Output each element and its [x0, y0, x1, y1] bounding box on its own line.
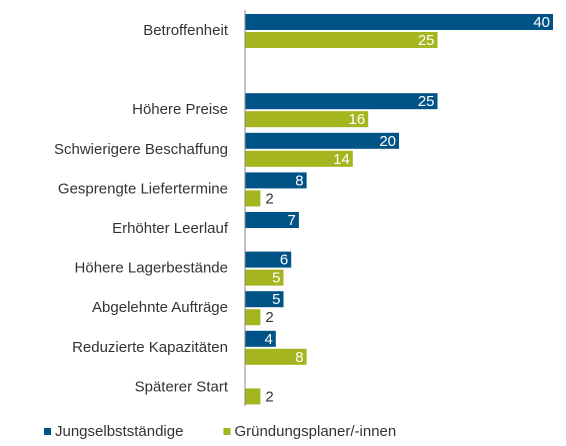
value-label: 40 [533, 14, 550, 31]
legend-swatch [44, 428, 51, 435]
value-label: 8 [295, 349, 303, 366]
value-label: 25 [418, 32, 435, 49]
category-label: Erhöhter Leerlauf [112, 220, 229, 237]
value-label: 5 [272, 270, 280, 287]
bar [245, 150, 353, 167]
category-label: Höhere Preise [132, 101, 228, 118]
legend-label: Gründungsplaner/-innen [234, 423, 396, 440]
value-label: 2 [265, 190, 273, 207]
value-label: 6 [280, 252, 288, 269]
bar [245, 14, 553, 30]
bar [245, 269, 284, 286]
category-label: Späterer Start [135, 378, 229, 395]
category-label: Schwierigere Beschaffung [54, 141, 228, 158]
legend-swatch [223, 428, 231, 435]
value-label: 2 [265, 388, 273, 405]
bar [245, 388, 261, 405]
value-label: 14 [333, 151, 350, 168]
bar [245, 93, 438, 110]
value-label: 20 [379, 133, 396, 150]
category-label: Gesprengte Liefertermine [58, 180, 228, 197]
bar [245, 291, 284, 308]
bar [245, 111, 369, 128]
category-label: Reduzierte Kapazitäten [72, 339, 228, 356]
value-label: 8 [295, 172, 303, 189]
value-label: 16 [349, 111, 366, 128]
value-label: 2 [265, 309, 273, 326]
value-label: 25 [418, 93, 435, 110]
bar [245, 251, 292, 268]
legend-label: Jungselbstständige [55, 423, 183, 440]
category-label: Höhere Lagerbestände [75, 260, 228, 277]
bar [245, 309, 261, 326]
bar [245, 330, 276, 347]
value-label: 7 [288, 212, 296, 229]
category-label: Betroffenheit [143, 22, 229, 39]
bar [245, 132, 399, 149]
category-label: Abgelehnte Aufträge [92, 299, 228, 316]
value-label: 5 [272, 291, 280, 308]
value-label: 4 [264, 331, 272, 348]
bar [245, 190, 261, 207]
bar [245, 348, 307, 365]
bar [245, 172, 307, 189]
bar [245, 212, 299, 228]
bar [245, 32, 438, 48]
